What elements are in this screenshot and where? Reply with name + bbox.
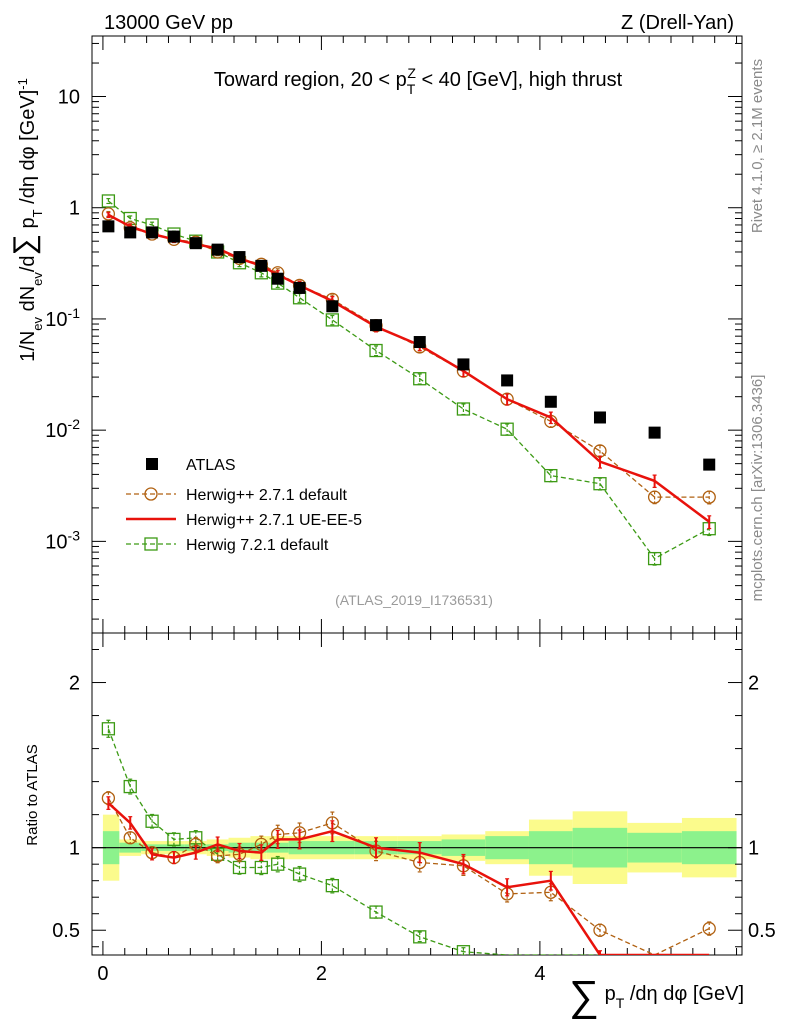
ratio-series-clipped xyxy=(101,719,716,955)
herwig-7-2-1-default-point xyxy=(292,867,307,881)
x-tick-label: 4 xyxy=(534,963,545,985)
legend: ATLAS Herwig++ 2.7.1 default Herwig++ 2.… xyxy=(126,457,362,554)
ratio-y-tick-label-right: 1 xyxy=(748,838,759,860)
mcplots-label: mcplots.cern.ch [arXiv:1306.3436] xyxy=(749,375,766,602)
herwig-7-2-1-default-point xyxy=(413,372,427,386)
ratio-y-tick-label-right: 2 xyxy=(748,673,759,695)
x-tick-label: 0 xyxy=(97,963,108,985)
main-y-tick-label: 1 xyxy=(69,198,80,220)
ratio-y-tick-label-left: 2 xyxy=(69,673,80,695)
rivet-version-label: Rivet 4.1.0, ≥ 2.1M events xyxy=(749,59,766,233)
herwig-7-2-1-default-point xyxy=(254,860,268,875)
ratio-y-tick-label-left: 0.5 xyxy=(52,920,80,942)
analysis-id: (ATLAS_2019_I1736531) xyxy=(335,592,493,608)
legend-atlas-label: ATLAS xyxy=(186,457,236,474)
herwig-7-2-1-default-point xyxy=(544,468,558,483)
ratio-series-layer xyxy=(101,719,716,955)
atlas-point xyxy=(326,300,339,313)
atlas-point xyxy=(255,259,268,272)
atlas-point xyxy=(271,272,284,285)
atlas-point xyxy=(413,336,426,349)
atlas-point xyxy=(501,374,514,387)
main-y-tick-label: 10 xyxy=(58,87,80,109)
main-axis-ticks: 10 1 10-1 10-2 10-3 xyxy=(45,36,742,633)
atlas-point xyxy=(124,226,137,239)
x-axis-label: ∑ pT /dη dφ [GeV] xyxy=(569,972,744,1019)
atlas-point xyxy=(146,226,159,239)
plot-title: Toward region, 20 < pTZ < 40 [GeV], high… xyxy=(214,65,623,97)
herwig-2-7-1-ue-ee-5-line xyxy=(107,213,710,523)
herwig-7-2-1-default-point xyxy=(325,313,339,327)
legend-atlas-marker xyxy=(146,458,158,470)
main-y-axis-label: 1/Nev dNev/d∑ pT /dη dφ [GeV]-1 xyxy=(8,78,45,362)
main-series-layer xyxy=(101,194,716,566)
herwig-2-7-1-default-point xyxy=(647,490,662,504)
herwig-7-2-1-default-point xyxy=(101,722,116,736)
main-y-tick-label: 10-3 xyxy=(45,527,80,553)
ratio-y-tick-label-right: 0.5 xyxy=(748,920,776,942)
herwig-2-7-1-default-point xyxy=(702,921,716,936)
main-y-tick-label: 10-1 xyxy=(45,305,80,331)
main-y-tick-label: 10-2 xyxy=(45,416,80,442)
herwig-2-7-1-default-point xyxy=(702,490,716,504)
herwig-7-2-1-default-point xyxy=(647,551,662,566)
atlas-point xyxy=(703,458,716,471)
atlas-point xyxy=(370,319,383,332)
legend-herwig271-ueee5-label: Herwig++ 2.7.1 UE-EE-5 xyxy=(186,512,362,529)
herwig-7-2-1-default-point xyxy=(325,878,339,893)
herwig-7-2-1-default-point xyxy=(500,422,514,436)
herwig-7-2-1-default-point xyxy=(271,857,285,871)
atlas-point xyxy=(211,243,224,256)
legend-herwig271-default-label: Herwig++ 2.7.1 default xyxy=(186,487,348,504)
process-label: Z (Drell-Yan) xyxy=(621,12,734,34)
herwig-2-7-1-default-point xyxy=(593,923,607,937)
atlas-point xyxy=(102,220,115,233)
atlas-point xyxy=(167,230,180,243)
herwig-7-2-1-default-point xyxy=(413,930,427,944)
herwig-7-2-1-default-point xyxy=(456,402,471,416)
atlas-point xyxy=(593,411,606,424)
legend-herwig721-default-label: Herwig 7.2.1 default xyxy=(186,537,329,554)
herwig-7-2-1-default-point xyxy=(593,477,607,491)
herwig-7-2-1-default-point xyxy=(167,832,181,847)
ratio-axis-ticks: 2 2 1 1 0.5 0.5 0 2 4 xyxy=(52,633,776,985)
atlas-point xyxy=(457,358,470,371)
atlas-point xyxy=(189,237,202,250)
atlas-point xyxy=(648,426,661,439)
herwig-2-7-1-default-point xyxy=(123,831,137,845)
legend-herwig721-default-marker xyxy=(144,537,158,551)
herwig-7-2-1-default-point xyxy=(145,814,159,828)
atlas-point xyxy=(544,395,557,408)
herwig-7-2-1-default-point xyxy=(123,779,137,794)
herwig-7-2-1-default-point xyxy=(456,945,471,955)
ratio-frame xyxy=(91,632,743,956)
ratio-y-tick-label-left: 1 xyxy=(69,838,80,860)
herwig-7-2-1-default-point xyxy=(101,194,116,208)
herwig-7-2-1-default-point xyxy=(369,343,383,358)
ratio-y-axis-label: Ratio to ATLAS xyxy=(24,744,41,845)
atlas-point xyxy=(293,281,306,294)
atlas-point xyxy=(233,251,246,264)
legend-herwig271-default-marker xyxy=(144,487,158,501)
herwig-2-7-1-default-point xyxy=(101,207,116,221)
collision-label: 13000 GeV pp xyxy=(104,12,233,34)
herwig-2-7-1-default-line xyxy=(108,213,710,498)
herwig-7-2-1-default-line xyxy=(107,200,710,560)
herwig-7-2-1-default-point xyxy=(369,905,383,919)
x-tick-label: 2 xyxy=(316,963,327,985)
